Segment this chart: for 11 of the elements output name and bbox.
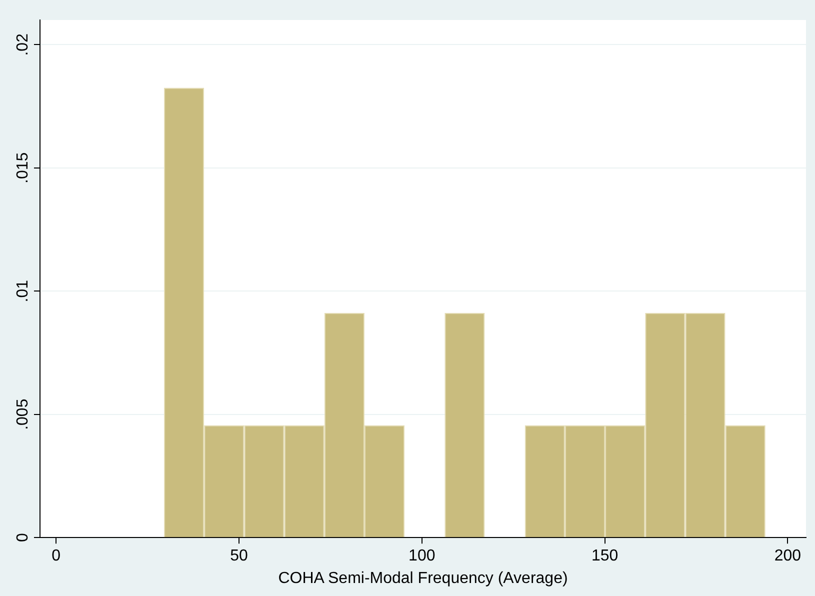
y-tick-label: .015 [14,152,32,184]
y-tick-label: .02 [14,33,32,56]
x-tick-label: 0 [52,548,61,565]
x-tick-label: 200 [774,548,802,565]
x-tick-label: 100 [408,548,436,565]
x-tick-label: 50 [230,548,248,565]
x-tick-label: 150 [591,548,618,565]
y-tick-label: 0 [14,533,32,542]
x-axis-title: COHA Semi-Modal Frequency (Average) [278,570,568,587]
y-tick-label: .01 [14,280,32,302]
y-tick-label: .005 [14,398,32,430]
